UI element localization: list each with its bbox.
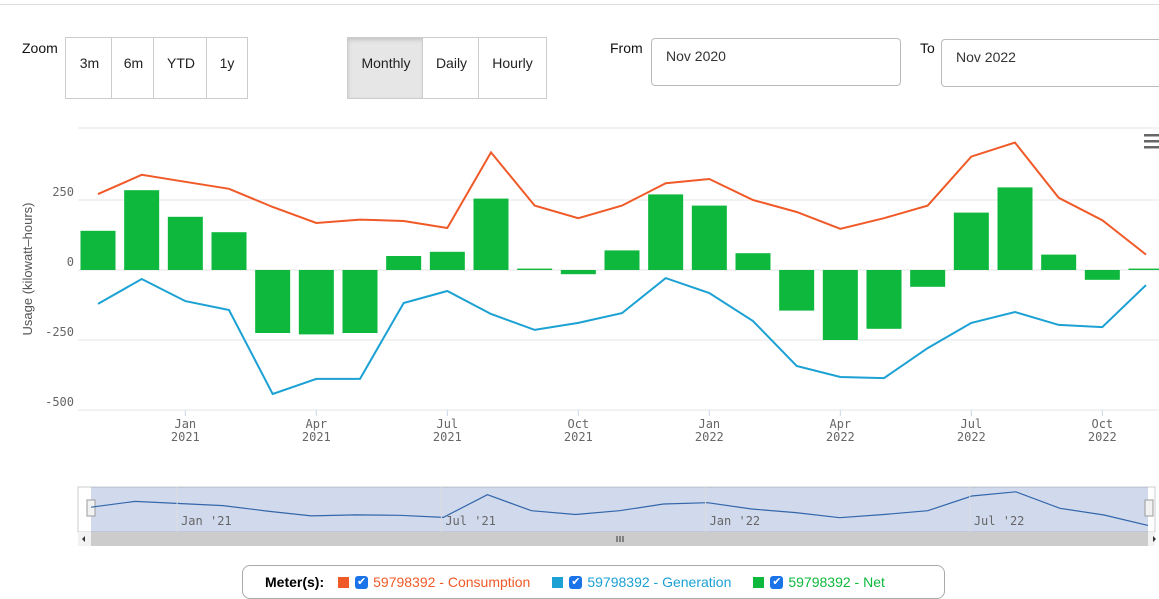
legend: Meter(s): ✔ 59798392 - Consumption ✔ 597983… [242, 565, 945, 599]
x-tick-label-line: Apr [305, 417, 327, 431]
x-tick-label-line: 2021 [171, 430, 200, 444]
legend-checkbox[interactable]: ✔ [355, 576, 368, 589]
x-tick-label-line: 2021 [433, 430, 462, 444]
legend-label: Meter(s): [265, 574, 324, 590]
bar [168, 217, 203, 270]
legend-item[interactable]: ✔ 59798392 - Consumption [338, 574, 530, 590]
navigator-label: Jul '21 [445, 514, 496, 528]
bar [430, 252, 465, 270]
bar [692, 206, 727, 270]
bar [343, 270, 378, 333]
bar [255, 270, 290, 333]
legend-checkbox[interactable]: ✔ [569, 576, 582, 589]
x-tick-label-line: Jul [960, 417, 982, 431]
x-tick-label-line: 2022 [826, 430, 855, 444]
navigator-handle[interactable] [1145, 500, 1153, 516]
y-tick-label: 250 [52, 185, 74, 199]
legend-text: 59798392 - Consumption [373, 574, 530, 590]
bar [910, 270, 945, 287]
x-tick-label-line: 2021 [302, 430, 331, 444]
bar [1085, 270, 1120, 280]
x-tick-label-line: 2022 [695, 430, 724, 444]
navigator-handle[interactable] [87, 500, 95, 516]
x-tick-label-line: Jan [174, 417, 196, 431]
x-tick-label-line: Oct [567, 417, 589, 431]
bar [561, 270, 596, 274]
x-tick-label-line: 2022 [957, 430, 986, 444]
bar [954, 213, 989, 270]
legend-item[interactable]: ✔ 59798392 - Generation [552, 574, 731, 590]
bar [1129, 269, 1159, 270]
x-tick-label-line: Jan [698, 417, 720, 431]
legend-swatch [552, 577, 563, 588]
x-tick-label-line: Oct [1091, 417, 1113, 431]
bar [867, 270, 902, 329]
navigator-label: Jul '22 [974, 514, 1025, 528]
legend-item[interactable]: ✔ 59798392 - Net [753, 574, 885, 590]
y-axis-title: Usage (kilowatt–hours) [20, 203, 35, 336]
y-tick-label: -250 [45, 325, 74, 339]
x-tick-label-line: Apr [829, 417, 851, 431]
legend-text: 59798392 - Generation [587, 574, 731, 590]
navigator-label: Jan '21 [181, 514, 232, 528]
bar [474, 199, 509, 270]
bar [605, 250, 640, 270]
navigator-label: Jan '22 [710, 514, 761, 528]
x-tick-label-line: Jul [436, 417, 458, 431]
bar [386, 256, 421, 270]
bar [736, 253, 771, 270]
legend-text: 59798392 - Net [788, 574, 885, 590]
bar [81, 231, 116, 270]
y-tick-label: -500 [45, 395, 74, 409]
bar [779, 270, 814, 311]
menu-icon[interactable] [1144, 134, 1159, 149]
bar [648, 194, 683, 270]
legend-swatch [753, 577, 764, 588]
bar [212, 232, 247, 270]
legend-swatch [338, 577, 349, 588]
bar [517, 269, 552, 270]
x-tick-label-line: 2022 [1088, 430, 1117, 444]
bar [124, 190, 159, 270]
bar [823, 270, 858, 340]
bar [299, 270, 334, 334]
legend-checkbox[interactable]: ✔ [770, 576, 783, 589]
bar [1041, 255, 1076, 270]
x-tick-label-line: 2021 [564, 430, 593, 444]
y-tick-label: 0 [67, 255, 74, 269]
bar [998, 187, 1033, 270]
